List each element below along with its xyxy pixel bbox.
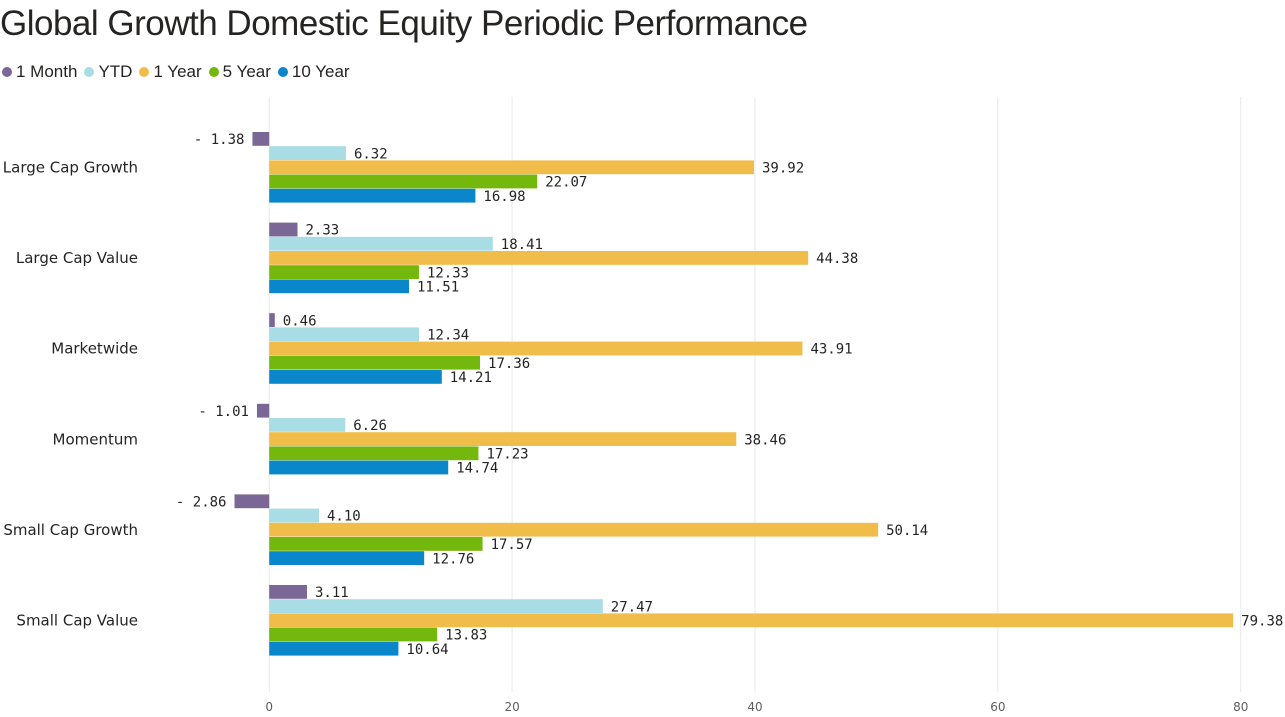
- bar: [269, 537, 483, 551]
- data-label: 12.34: [427, 328, 469, 344]
- bar: [269, 522, 879, 537]
- category-label: Momentum: [53, 430, 138, 448]
- bar: [269, 146, 346, 160]
- legend-marker: [139, 67, 150, 77]
- bar: [269, 160, 754, 175]
- data-label: 6.32: [354, 146, 388, 162]
- data-label: 4.10: [327, 509, 361, 525]
- x-tick-label: 80: [1233, 700, 1248, 714]
- x-tick-label: 40: [747, 700, 762, 714]
- data-label: - 2.86: [176, 495, 227, 511]
- legend-label: 5 Year: [222, 62, 271, 81]
- data-label: 44.38: [816, 251, 858, 267]
- legend-marker: [2, 67, 12, 77]
- data-label: 17.23: [486, 447, 528, 463]
- data-label: 12.33: [427, 265, 469, 281]
- bar: [269, 355, 481, 370]
- data-label: 17.57: [491, 537, 533, 553]
- bar: [269, 279, 409, 294]
- legend-label: YTD: [98, 62, 133, 81]
- legend-label: 1 Year: [153, 62, 202, 81]
- bar: [269, 313, 275, 327]
- data-label: 3.11: [315, 585, 349, 601]
- bar: [269, 236, 493, 251]
- data-label: 50.14: [886, 523, 928, 539]
- data-label: 6.26: [353, 418, 387, 434]
- bar: [269, 599, 603, 613]
- bar: [269, 508, 320, 523]
- bar: [256, 403, 270, 418]
- data-label: - 1.01: [198, 404, 249, 420]
- data-label: - 1.38: [194, 132, 245, 148]
- data-label: 79.38: [1241, 614, 1283, 630]
- data-label: 27.47: [611, 599, 653, 615]
- category-label: Marketwide: [51, 340, 138, 358]
- data-label: 16.98: [483, 189, 525, 205]
- data-label: 38.46: [744, 432, 786, 448]
- category-label: Small Cap Value: [16, 612, 138, 630]
- bar: [269, 551, 425, 565]
- bar: [269, 341, 803, 356]
- legend-item[interactable]: YTD: [84, 62, 132, 82]
- bar: [269, 627, 438, 642]
- bar: [269, 585, 307, 599]
- legend-marker: [277, 67, 288, 77]
- data-label: 14.74: [456, 461, 498, 477]
- data-label: 18.41: [501, 237, 543, 253]
- data-label: 12.76: [432, 551, 474, 567]
- bar: [269, 222, 298, 237]
- data-label: 13.83: [445, 628, 487, 644]
- legend-label: 10 Year: [291, 62, 350, 81]
- legend-item[interactable]: 10 Year: [277, 62, 350, 82]
- legend: 1 Month YTD 1 Year 5 Year 10 Year: [2, 61, 357, 83]
- data-label: 2.33: [306, 223, 340, 239]
- category-label: Large Cap Value: [16, 249, 138, 267]
- category-label: Large Cap Growth: [3, 159, 138, 177]
- legend-item[interactable]: 1 Month: [2, 62, 77, 82]
- bar: [269, 418, 346, 432]
- x-tick-label: 20: [504, 700, 519, 714]
- category-label: Small Cap Growth: [3, 521, 138, 539]
- data-label: 14.21: [450, 370, 492, 386]
- bar: [269, 251, 809, 265]
- x-tick-label: 60: [990, 700, 1005, 714]
- legend-item[interactable]: 5 Year: [208, 62, 271, 82]
- bar: [269, 432, 737, 446]
- chart-title: Global Growth Domestic Equity Periodic P…: [0, 4, 808, 43]
- bar: [234, 494, 270, 509]
- legend-marker: [208, 67, 219, 77]
- legend-item[interactable]: 1 Year: [139, 62, 202, 82]
- data-label: 17.36: [488, 356, 530, 372]
- legend-label: 1 Month: [16, 62, 78, 81]
- legend-marker: [84, 67, 95, 77]
- data-label: 10.64: [406, 642, 448, 658]
- bar: [269, 446, 479, 461]
- data-label: 39.92: [762, 161, 804, 177]
- bar: [269, 188, 476, 203]
- bar: [269, 327, 420, 342]
- data-label: 0.46: [283, 313, 317, 329]
- bar: [252, 132, 270, 146]
- bar: [269, 460, 449, 475]
- bar: [269, 641, 399, 656]
- data-label: 43.91: [810, 342, 852, 358]
- x-tick-label: 0: [265, 700, 273, 714]
- data-label: 11.51: [417, 280, 459, 296]
- bar: [269, 265, 419, 279]
- data-label: 22.07: [545, 175, 587, 191]
- bar: [269, 370, 442, 384]
- bar: [269, 174, 538, 189]
- bar: [269, 613, 1234, 628]
